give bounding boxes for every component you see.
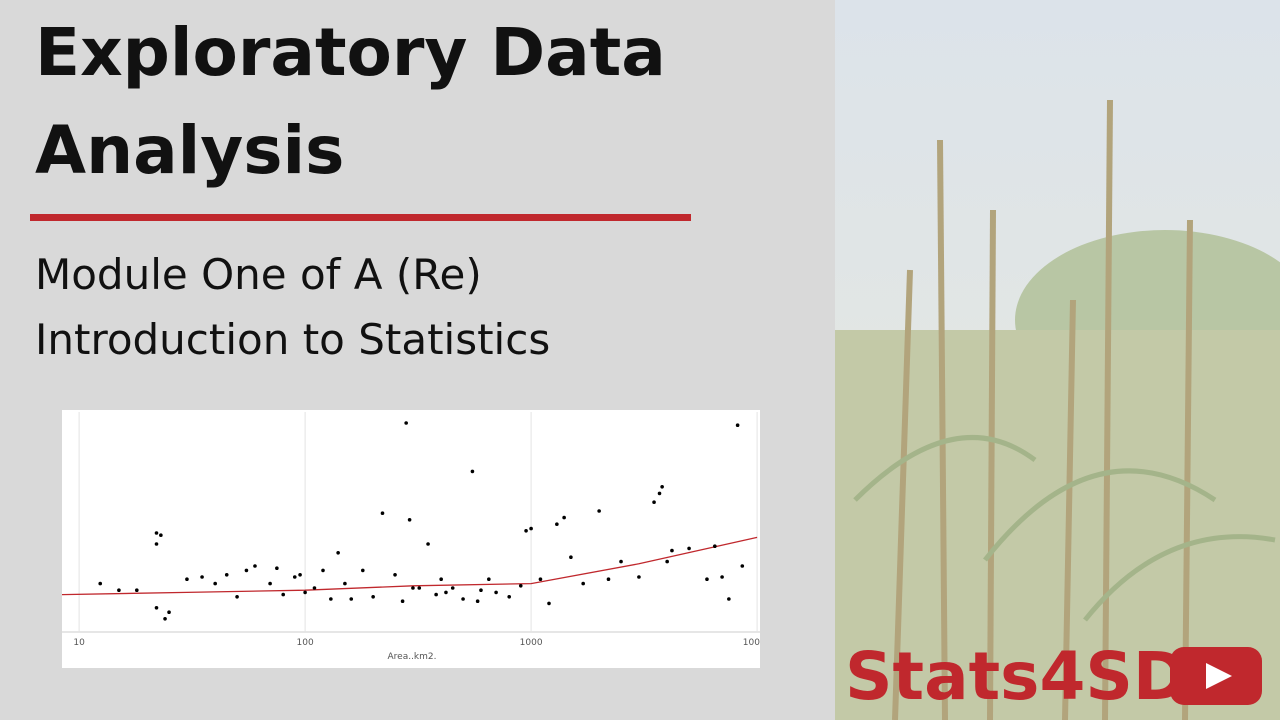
point bbox=[538, 577, 543, 581]
point bbox=[487, 577, 491, 581]
title-line: Analysis bbox=[35, 112, 345, 189]
point bbox=[507, 595, 512, 599]
subtitle-line: Module One of A (Re) bbox=[35, 250, 482, 299]
point bbox=[159, 533, 163, 537]
point bbox=[652, 500, 656, 504]
point bbox=[529, 526, 533, 531]
point bbox=[524, 529, 528, 533]
point bbox=[562, 515, 566, 520]
point bbox=[461, 597, 465, 601]
point bbox=[670, 548, 674, 553]
point bbox=[154, 542, 159, 546]
point bbox=[494, 590, 498, 595]
youtube-icon[interactable] bbox=[1168, 645, 1264, 707]
point bbox=[371, 595, 375, 599]
point bbox=[200, 575, 204, 579]
point bbox=[98, 581, 103, 586]
chart: 10 100 1000 10000 Area..km2. bbox=[62, 410, 760, 668]
point bbox=[657, 491, 662, 496]
point bbox=[665, 559, 669, 564]
brand: Stats4SD bbox=[845, 638, 1188, 715]
point bbox=[400, 599, 405, 603]
point bbox=[380, 511, 385, 515]
x-axis-label: Area..km2. bbox=[388, 652, 437, 662]
divider bbox=[30, 214, 691, 221]
point bbox=[253, 564, 257, 568]
point bbox=[735, 423, 740, 427]
x-tick-label: 1000 bbox=[520, 638, 543, 648]
point bbox=[555, 522, 559, 526]
point bbox=[547, 601, 551, 606]
point bbox=[720, 575, 724, 579]
point bbox=[479, 588, 483, 592]
point bbox=[135, 588, 139, 592]
x-tick-label: 100 bbox=[297, 638, 314, 648]
x-tick-label: 10 bbox=[73, 638, 85, 648]
point bbox=[393, 573, 397, 577]
title-line: Exploratory Data bbox=[35, 14, 666, 91]
point bbox=[426, 542, 430, 546]
point bbox=[417, 586, 422, 590]
point bbox=[281, 592, 286, 597]
point bbox=[292, 575, 297, 579]
point bbox=[475, 599, 480, 603]
point bbox=[637, 575, 641, 579]
point bbox=[349, 597, 354, 601]
point bbox=[727, 597, 731, 601]
point bbox=[275, 566, 279, 570]
point bbox=[660, 485, 664, 489]
point bbox=[404, 421, 408, 425]
point bbox=[329, 597, 333, 601]
point bbox=[569, 555, 573, 559]
point bbox=[360, 568, 365, 573]
x-tick-label: 10000 bbox=[743, 638, 760, 648]
point bbox=[518, 584, 523, 588]
point bbox=[185, 577, 189, 581]
point bbox=[470, 469, 475, 474]
plot-background bbox=[62, 410, 760, 668]
point bbox=[154, 606, 159, 610]
point bbox=[597, 509, 601, 513]
point bbox=[268, 581, 272, 586]
trend-line bbox=[62, 536, 758, 596]
point bbox=[312, 586, 317, 590]
point bbox=[705, 577, 709, 581]
point bbox=[244, 568, 249, 573]
point bbox=[167, 610, 171, 614]
subtitle-line: Introduction to Statistics bbox=[35, 315, 551, 364]
point bbox=[444, 590, 448, 595]
point bbox=[407, 518, 412, 522]
point bbox=[343, 581, 347, 586]
point bbox=[713, 544, 717, 548]
point bbox=[434, 592, 438, 597]
background-photo bbox=[835, 0, 1280, 720]
point bbox=[235, 595, 239, 599]
point bbox=[439, 577, 443, 581]
point bbox=[154, 531, 159, 535]
point bbox=[606, 577, 611, 581]
point bbox=[117, 588, 121, 592]
point bbox=[224, 573, 229, 577]
point bbox=[450, 586, 455, 590]
point bbox=[581, 581, 585, 586]
point bbox=[321, 568, 325, 573]
point bbox=[687, 546, 691, 551]
point bbox=[163, 617, 167, 621]
point bbox=[619, 559, 623, 564]
point bbox=[298, 573, 302, 577]
point bbox=[740, 564, 745, 568]
point bbox=[411, 586, 415, 590]
point bbox=[213, 581, 217, 586]
point bbox=[303, 590, 307, 595]
point bbox=[336, 551, 340, 555]
